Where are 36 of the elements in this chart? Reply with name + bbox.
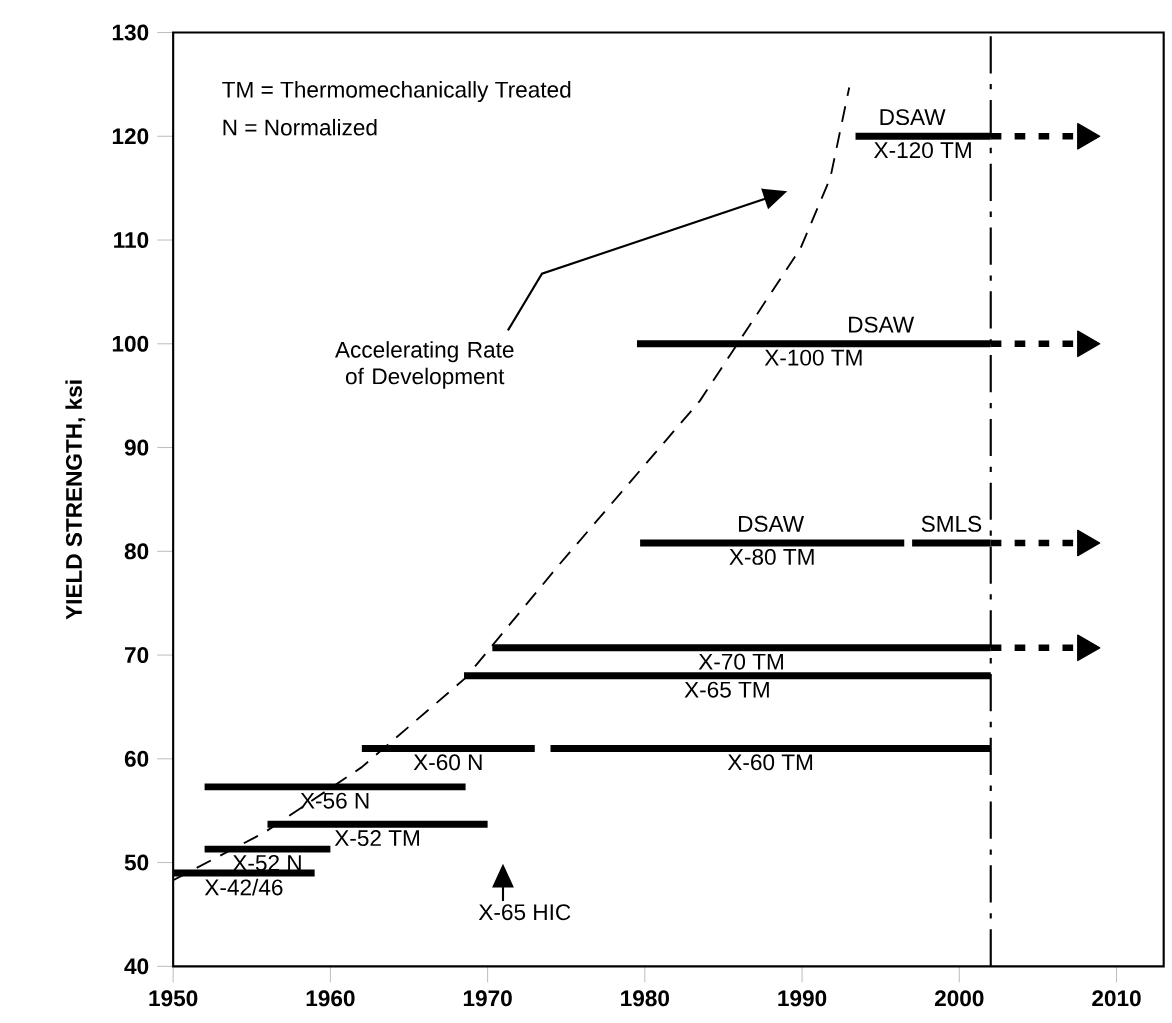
- y-tick-label: 100: [112, 335, 149, 352]
- annotation: X-65 HIC: [478, 904, 571, 921]
- x-tick-label: 2000: [934, 990, 984, 1007]
- annotation: DSAW: [880, 109, 946, 126]
- series-label: X-70 TM: [698, 653, 783, 670]
- x-tick-label: 1950: [149, 990, 198, 1007]
- y-tick-label: 130: [112, 24, 149, 41]
- annotation: SMLS: [921, 515, 982, 532]
- series-label: X-60 N: [413, 754, 482, 771]
- y-tick-label: 50: [124, 854, 149, 871]
- series-label: X-52 TM: [334, 830, 419, 846]
- annotation: Accelerating Rate of Development: [335, 341, 514, 389]
- annotation: N = Normalized: [223, 118, 377, 136]
- annotation: DSAW: [849, 316, 915, 333]
- x-tick-label: 1970: [463, 990, 512, 1007]
- x-tick-label: 2010: [1092, 990, 1141, 1007]
- y-tick-label: 70: [124, 647, 149, 664]
- x-tick-label: 1980: [621, 990, 670, 1007]
- y-tick-label: 60: [124, 750, 149, 767]
- series-label: X-100 TM: [764, 349, 862, 366]
- x-tick-label: 1960: [306, 990, 355, 1007]
- y-tick-label: 120: [112, 128, 149, 145]
- y-axis-title: YIELD STRENGTH, ksi: [65, 380, 86, 620]
- series-label: X-60 TM: [727, 754, 813, 771]
- y-tick-label: 40: [124, 958, 149, 975]
- series-label: X-80 TM: [729, 548, 814, 565]
- series-label: X-42/46: [204, 878, 283, 896]
- annotation: TM = Thermomechanically Treated: [222, 81, 571, 103]
- y-tick-label: 90: [124, 439, 149, 456]
- series-label: X-65 TM: [684, 681, 769, 698]
- annotation: DSAW: [738, 515, 805, 532]
- series-label: X-56 N: [300, 792, 369, 809]
- x-tick-label: 1990: [778, 990, 827, 1007]
- y-tick-label: 110: [114, 232, 149, 249]
- y-tick-label: 80: [124, 543, 149, 560]
- series-label: X-120 TM: [874, 142, 971, 159]
